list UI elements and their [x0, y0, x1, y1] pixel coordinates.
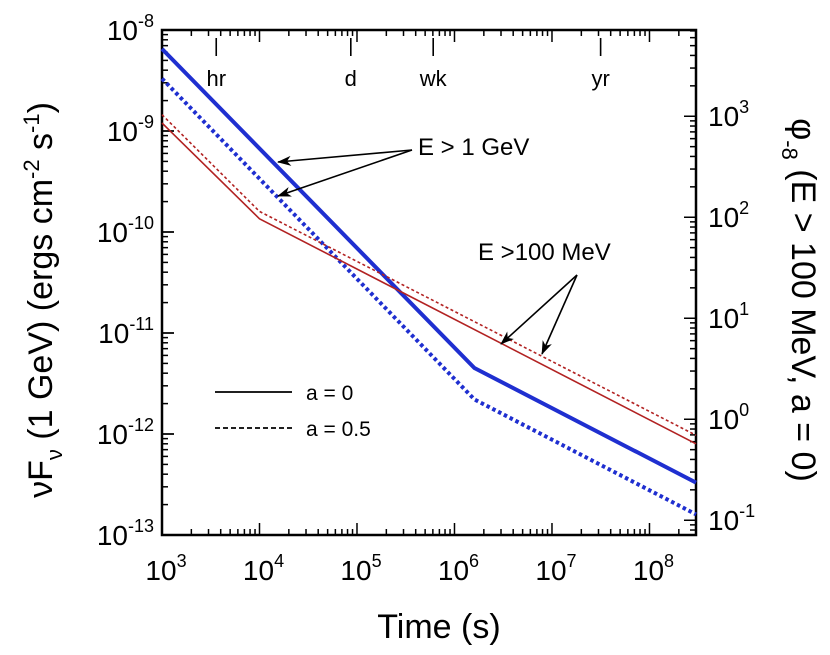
x-axis-title: Time (s) [377, 608, 500, 646]
y-title-rest: (1 GeV) (ergs cm [22, 179, 60, 449]
y-tick-label-base: 10 [97, 520, 128, 551]
x-tick-label-base: 10 [438, 555, 469, 586]
series-line-1 [160, 77, 697, 517]
x-tick-label-base: 10 [145, 555, 176, 586]
x-tick-label: 105 [340, 551, 381, 586]
y-tick-label-exp: -10 [128, 213, 154, 233]
right-tick-label-exp: -1 [739, 501, 755, 521]
y-title-mid: s [22, 133, 60, 159]
x-tick-label-exp: 4 [274, 551, 284, 571]
x-tick-label-base: 10 [243, 555, 274, 586]
x-tick-label-base: 10 [340, 555, 371, 586]
y-tick-label: 10-8 [107, 11, 154, 46]
x-tick-label: 106 [438, 551, 479, 586]
time-markers: hr d wk yr [206, 38, 610, 91]
x-tick-label-exp: 8 [664, 551, 674, 571]
y-tick-label: 10-13 [97, 516, 154, 551]
arrow-100mev-b [541, 274, 578, 355]
right-title-rest: (E > 100 MeV, a = 0) [784, 160, 822, 482]
y-title-exp2: -1 [19, 113, 44, 133]
y-tick-label-base: 10 [97, 419, 128, 450]
arrow-100mev-a [500, 274, 578, 345]
arrow-1gev-a [277, 149, 413, 166]
series-line-0 [160, 47, 697, 485]
y-tick-label-exp: -8 [138, 11, 154, 31]
y-tick-label: 10-9 [107, 112, 154, 147]
x-tick-label-exp: 3 [177, 551, 187, 571]
marker-label-d: d [345, 66, 357, 91]
x-tick-label: 104 [243, 551, 284, 586]
x-tick-label: 107 [535, 551, 576, 586]
x-tick-label-base: 10 [633, 555, 664, 586]
marker-label-yr: yr [591, 66, 609, 91]
y-tick-label: 10-11 [98, 314, 154, 349]
right-tick-label-base: 10 [708, 404, 739, 435]
series-layer [160, 47, 697, 517]
y-tick-label-exp: -9 [138, 112, 154, 132]
y-tick-label-exp: -11 [129, 314, 154, 334]
legend: a = 0 a = 0.5 [215, 382, 371, 441]
y-tick-label-base: 10 [107, 15, 138, 46]
x-tick-label-exp: 5 [372, 551, 382, 571]
series-line-2 [161, 122, 697, 445]
y-title-main: νF [22, 460, 60, 498]
y-tick-label-base: 10 [97, 217, 128, 248]
y-tick-label-exp: -13 [128, 516, 154, 536]
y-tick-label: 10-12 [97, 415, 154, 450]
x-tick-label-base: 10 [535, 555, 566, 586]
right-tick-label-exp: 2 [739, 198, 749, 218]
right-tick-label-base: 10 [708, 505, 739, 536]
axis-ticks [161, 29, 697, 536]
right-tick-label: 100 [708, 400, 749, 435]
right-tick-label-exp: 0 [739, 400, 749, 420]
y-axis-title: νFν (1 GeV) (ergs cm-2 s-1) [19, 102, 67, 498]
right-tick-label-base: 10 [708, 303, 739, 334]
legend-label-a0: a = 0 [306, 382, 353, 405]
right-axis-title: φ-8 (E > 100 MeV, a = 0) [777, 118, 822, 482]
right-tick-label-base: 10 [708, 202, 739, 233]
right-tick-label: 10-1 [708, 501, 755, 536]
right-tick-label-base: 10 [708, 101, 739, 132]
right-tick-label: 103 [708, 97, 749, 132]
right-tick-label-exp: 3 [739, 97, 749, 117]
y-title-sub: ν [42, 449, 67, 460]
annotation-100mev: E >100 MeV [478, 239, 611, 266]
y-tick-label-base: 10 [107, 116, 138, 147]
y-tick-label-base: 10 [98, 318, 129, 349]
right-tick-label: 102 [708, 198, 749, 233]
y-title-exp1: -2 [19, 159, 44, 179]
x-tick-label: 108 [633, 551, 674, 586]
marker-label-wk: wk [419, 66, 448, 91]
plot-frame [160, 28, 698, 537]
y-title-end: ) [22, 102, 60, 113]
y-tick-label: 10-10 [97, 213, 154, 248]
x-tick-labels: 103 104 105 106 107 108 [145, 551, 674, 586]
right-tick-label-exp: 1 [739, 299, 749, 319]
x-tick-label-exp: 6 [469, 551, 479, 571]
y-tick-label-exp: -12 [128, 415, 154, 435]
annotation-1gev: E > 1 GeV [418, 134, 529, 161]
arrow-1gev-b [277, 149, 413, 197]
right-title-symbol: φ [784, 118, 822, 140]
x-tick-label: 103 [145, 551, 186, 586]
right-tick-label: 101 [708, 299, 749, 334]
x-tick-label-exp: 7 [567, 551, 577, 571]
marker-label-hr: hr [206, 66, 226, 91]
legend-label-a05: a = 0.5 [306, 418, 371, 441]
series-line-3 [161, 114, 697, 437]
right-title-sub: -8 [777, 140, 802, 160]
